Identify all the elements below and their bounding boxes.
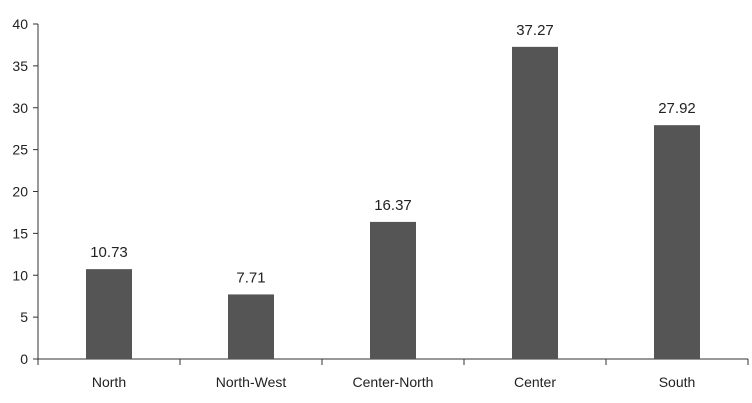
y-tick-label: 5 bbox=[20, 309, 28, 325]
bar-center-north bbox=[370, 221, 416, 359]
value-label: 37.27 bbox=[516, 22, 554, 39]
value-label: 16.37 bbox=[374, 197, 412, 214]
bars bbox=[86, 46, 700, 360]
y-tick-label: 10 bbox=[12, 267, 28, 283]
value-label: 27.92 bbox=[658, 100, 696, 117]
bar-north bbox=[86, 269, 132, 359]
category-labels: North North-West Center-North Center South bbox=[92, 374, 695, 390]
category-label: North-West bbox=[216, 374, 287, 390]
y-tick-label: 40 bbox=[12, 16, 28, 32]
category-label: South bbox=[659, 374, 696, 390]
y-tick-label: 30 bbox=[12, 100, 28, 116]
y-axis: 0 5 10 15 20 25 30 35 40 bbox=[12, 16, 39, 367]
category-label: North bbox=[92, 374, 126, 390]
category-label: Center-North bbox=[353, 374, 434, 390]
y-tick-label: 25 bbox=[12, 142, 28, 158]
bar-south bbox=[654, 125, 700, 359]
value-label: 7.71 bbox=[236, 269, 265, 286]
category-label: Center bbox=[514, 374, 556, 390]
bar-center bbox=[512, 46, 558, 360]
value-labels: 10.73 7.71 16.37 37.27 27.92 bbox=[90, 22, 696, 287]
y-tick-label: 20 bbox=[12, 184, 28, 200]
bar-north-west bbox=[228, 294, 274, 359]
y-tick-label: 0 bbox=[20, 351, 28, 367]
y-tick-label: 15 bbox=[12, 225, 28, 241]
value-label: 10.73 bbox=[90, 244, 128, 261]
x-axis bbox=[37, 358, 749, 365]
y-tick-label: 35 bbox=[12, 58, 28, 74]
